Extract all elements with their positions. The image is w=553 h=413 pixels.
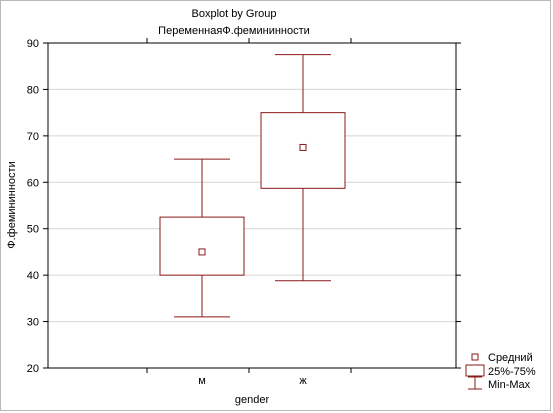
x-tick-label: ж	[299, 375, 307, 387]
mean-marker	[198, 248, 206, 256]
box-iqr	[159, 216, 245, 276]
y-tick-label: 30	[27, 317, 39, 329]
y-tick-label: 60	[27, 177, 39, 189]
y-tick-label: 90	[27, 38, 39, 50]
chart-subtitle: ПеременнаяФ.фемининности	[158, 25, 310, 37]
x-axis-label: gender	[235, 394, 270, 406]
y-tick-label: 40	[27, 270, 39, 282]
legend: Средний 25%-75%Min-Max	[465, 352, 536, 391]
axis-ticks: 20 30 40 50 60 70 80 90 м ж	[27, 38, 461, 387]
legend-box-label: 25%-75%	[488, 366, 536, 378]
x-tick-label: м	[198, 375, 206, 387]
grid-lines	[48, 88, 456, 323]
box-group	[159, 158, 245, 318]
y-tick-label: 50	[27, 224, 39, 236]
mean-marker	[299, 143, 307, 151]
boxes	[159, 54, 346, 318]
plot-area	[47, 42, 457, 369]
legend-mean-label: Средний	[488, 352, 533, 364]
legend-box-marker	[465, 364, 485, 377]
legend-whisker-label: Min-Max	[488, 379, 531, 391]
box-group	[260, 54, 346, 282]
y-axis-label: Ф.фемининности	[6, 161, 18, 248]
y-tick-label: 20	[27, 363, 39, 375]
y-tick-label: 70	[27, 131, 39, 143]
chart-title: Boxplot by Group	[192, 8, 277, 20]
legend-mean-marker	[471, 353, 479, 361]
y-tick-label: 80	[27, 84, 39, 96]
